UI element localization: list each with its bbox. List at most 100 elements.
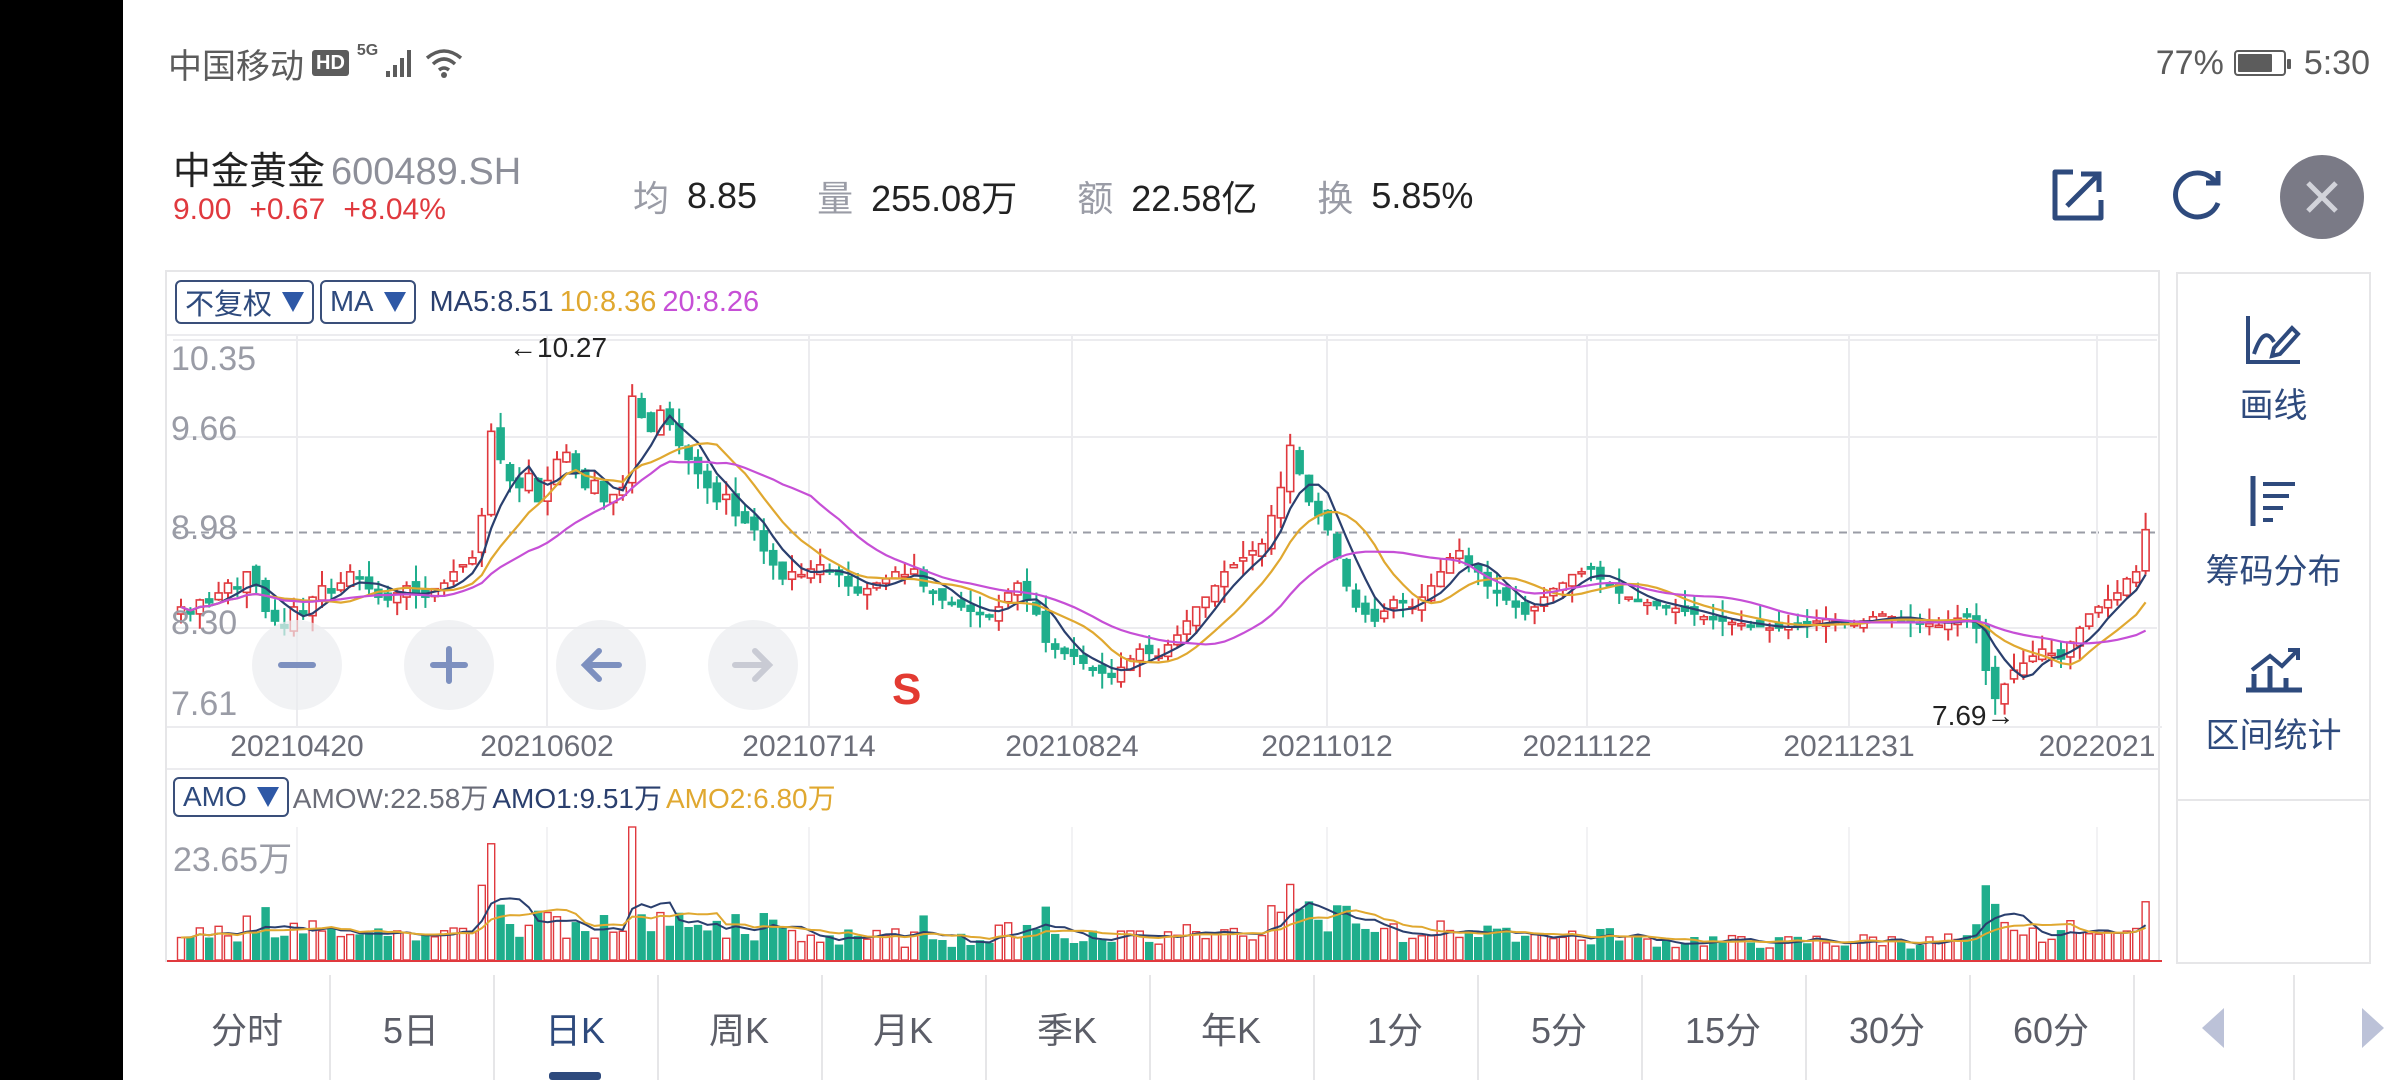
tool-label: 画线 — [2239, 387, 2308, 425]
x-axis-label: 20210420 — [230, 730, 364, 763]
tab-label: 5分 — [1530, 1009, 1588, 1051]
tab-label: 周K — [708, 1009, 769, 1051]
stat-value: 255.08万 — [871, 178, 1018, 219]
stock-name: 中金黄金 — [173, 151, 326, 193]
tab-label: 日K — [544, 1009, 605, 1051]
high-annotation: ←10.27 — [509, 332, 608, 363]
amo1-value: AMO1:9.51万 — [492, 783, 662, 814]
stat-amount: 额 22.58亿 — [1077, 170, 1257, 222]
stat-value: 5.85% — [1371, 175, 1474, 216]
tab-label: 60分 — [2012, 1009, 2090, 1051]
battery-icon — [2233, 50, 2291, 76]
caret-right-icon — [2362, 1007, 2384, 1048]
tab-yearly-k[interactable]: 年K — [1149, 975, 1313, 1080]
tabs-scroll-left[interactable] — [2133, 975, 2293, 1080]
stock-chart-app: 中国移动 HD 5G 77% 5:30 中金黄金 600489.SH 9.00 +… — [123, 0, 2400, 1080]
tab-5day[interactable]: 5日 — [329, 975, 493, 1080]
network-type-label: 5G — [356, 42, 379, 59]
divider — [167, 768, 2158, 770]
refresh-icon — [2173, 170, 2221, 220]
kline-chart[interactable]: 不复权 MA MA5:8.51 10:8.36 20:8.26 10.35 9.… — [165, 270, 2162, 964]
indicator-select[interactable]: MA — [320, 280, 416, 324]
chart-toolbar: 不复权 MA MA5:8.51 10:8.36 20:8.26 — [175, 280, 759, 324]
tool-label: 区间统计 — [2205, 717, 2342, 755]
y-axis-label: 8.98 — [171, 509, 238, 547]
zoom-in-button[interactable] — [404, 620, 494, 710]
chart-controls — [252, 620, 798, 710]
tab-1min[interactable]: 1分 — [1313, 975, 1477, 1080]
tool-draw-line[interactable]: 画线 — [2178, 314, 2369, 427]
y-axis-label: 9.66 — [171, 410, 238, 448]
dropdown-triangle-icon — [282, 292, 305, 312]
tab-weekly-k[interactable]: 周K — [657, 975, 821, 1080]
ma10-value: 10:8.36 — [559, 285, 657, 318]
pan-left-button[interactable] — [556, 620, 646, 710]
close-button[interactable] — [2280, 155, 2364, 239]
zoom-out-button[interactable] — [252, 620, 342, 710]
signal-icon — [386, 50, 412, 77]
status-bar: 中国移动 HD 5G 77% 5:30 — [168, 38, 2370, 88]
tab-quarterly-k[interactable]: 季K — [985, 975, 1149, 1080]
battery-percent: 77% — [2155, 43, 2224, 82]
stock-quote: 9.00 +0.67 +8.04% — [173, 193, 446, 227]
tab-label: 1分 — [1366, 1009, 1424, 1051]
wifi-icon — [426, 49, 463, 78]
amo2-value: AMO2:6.80万 — [665, 783, 836, 814]
tab-intraday[interactable]: 分时 — [165, 975, 329, 1080]
y-axis-label: 7.61 — [171, 685, 238, 723]
divider — [167, 334, 2158, 336]
tool-label: 筹码分布 — [2205, 553, 2342, 591]
status-right: 77% 5:30 — [2156, 38, 2370, 88]
tab-monthly-k[interactable]: 月K — [821, 975, 985, 1080]
stat-label: 额 — [1077, 178, 1114, 219]
stat-value: 8.85 — [687, 175, 758, 216]
dropdown-triangle-icon — [256, 787, 279, 807]
tab-label: 月K — [872, 1009, 933, 1051]
divider — [2178, 799, 2369, 801]
refresh-button[interactable] — [2163, 160, 2233, 230]
x-axis-label: 20210824 — [1005, 730, 1139, 763]
carrier-label: 中国移动 — [168, 47, 304, 86]
price-plot[interactable] — [167, 272, 2162, 964]
stat-turnover: 换 5.85% — [1317, 170, 1473, 222]
tab-daily-k[interactable]: 日K — [493, 975, 657, 1080]
tab-5min[interactable]: 5分 — [1477, 975, 1641, 1080]
adjust-select[interactable]: 不复权 — [175, 280, 315, 324]
tab-60min[interactable]: 60分 — [1969, 975, 2133, 1080]
minus-icon — [278, 662, 316, 668]
tool-interval-stats[interactable]: 区间统计 — [2178, 642, 2369, 757]
tab-label: 季K — [1036, 1009, 1097, 1051]
ma20-value: 20:8.26 — [662, 285, 760, 318]
volume-max-label: 23.65万 — [173, 841, 293, 879]
stock-code: 600489.SH — [331, 151, 522, 193]
arrow-right-icon — [732, 648, 774, 682]
price-change: +0.67 — [249, 193, 326, 226]
tab-label: 分时 — [210, 1009, 283, 1051]
y-axis-label: 8.30 — [171, 604, 238, 642]
tab-label: 5日 — [382, 1009, 440, 1051]
chip-distribution-icon — [2250, 476, 2295, 526]
x-axis-label: 20211122 — [1522, 730, 1652, 763]
interval-stats-icon — [2245, 648, 2302, 693]
tab-label: 年K — [1200, 1009, 1261, 1051]
tool-chip-distribution[interactable]: 筹码分布 — [2178, 474, 2369, 593]
caret-left-icon — [2202, 1007, 2224, 1048]
pan-right-button[interactable] — [708, 620, 798, 710]
period-tabs: 分时 5日 日K 周K 月K 季K 年K 1分 5分 15分 30分 60分 — [165, 975, 2400, 1080]
x-axis-label: 20210602 — [480, 730, 614, 763]
stat-label: 均 — [633, 178, 670, 219]
share-button[interactable] — [2043, 160, 2113, 230]
price-change-pct: +8.04% — [343, 193, 446, 226]
plus-icon — [430, 646, 468, 684]
tab-30min[interactable]: 30分 — [1805, 975, 1969, 1080]
x-axis-label: 2022021 — [2038, 730, 2156, 763]
status-left: 中国移动 HD 5G — [168, 38, 464, 88]
tabs-scroll-right[interactable] — [2293, 975, 2400, 1080]
volume-select-label: AMO — [183, 781, 247, 812]
quote-stats: 均 8.85 量 255.08万 额 22.58亿 换 5.85% — [633, 170, 1533, 222]
volume-indicator-select[interactable]: AMO — [173, 777, 289, 817]
tab-15min[interactable]: 15分 — [1641, 975, 1805, 1080]
dropdown-triangle-icon — [383, 292, 406, 312]
arrow-left-icon — [580, 648, 622, 682]
stat-label: 换 — [1317, 178, 1354, 219]
